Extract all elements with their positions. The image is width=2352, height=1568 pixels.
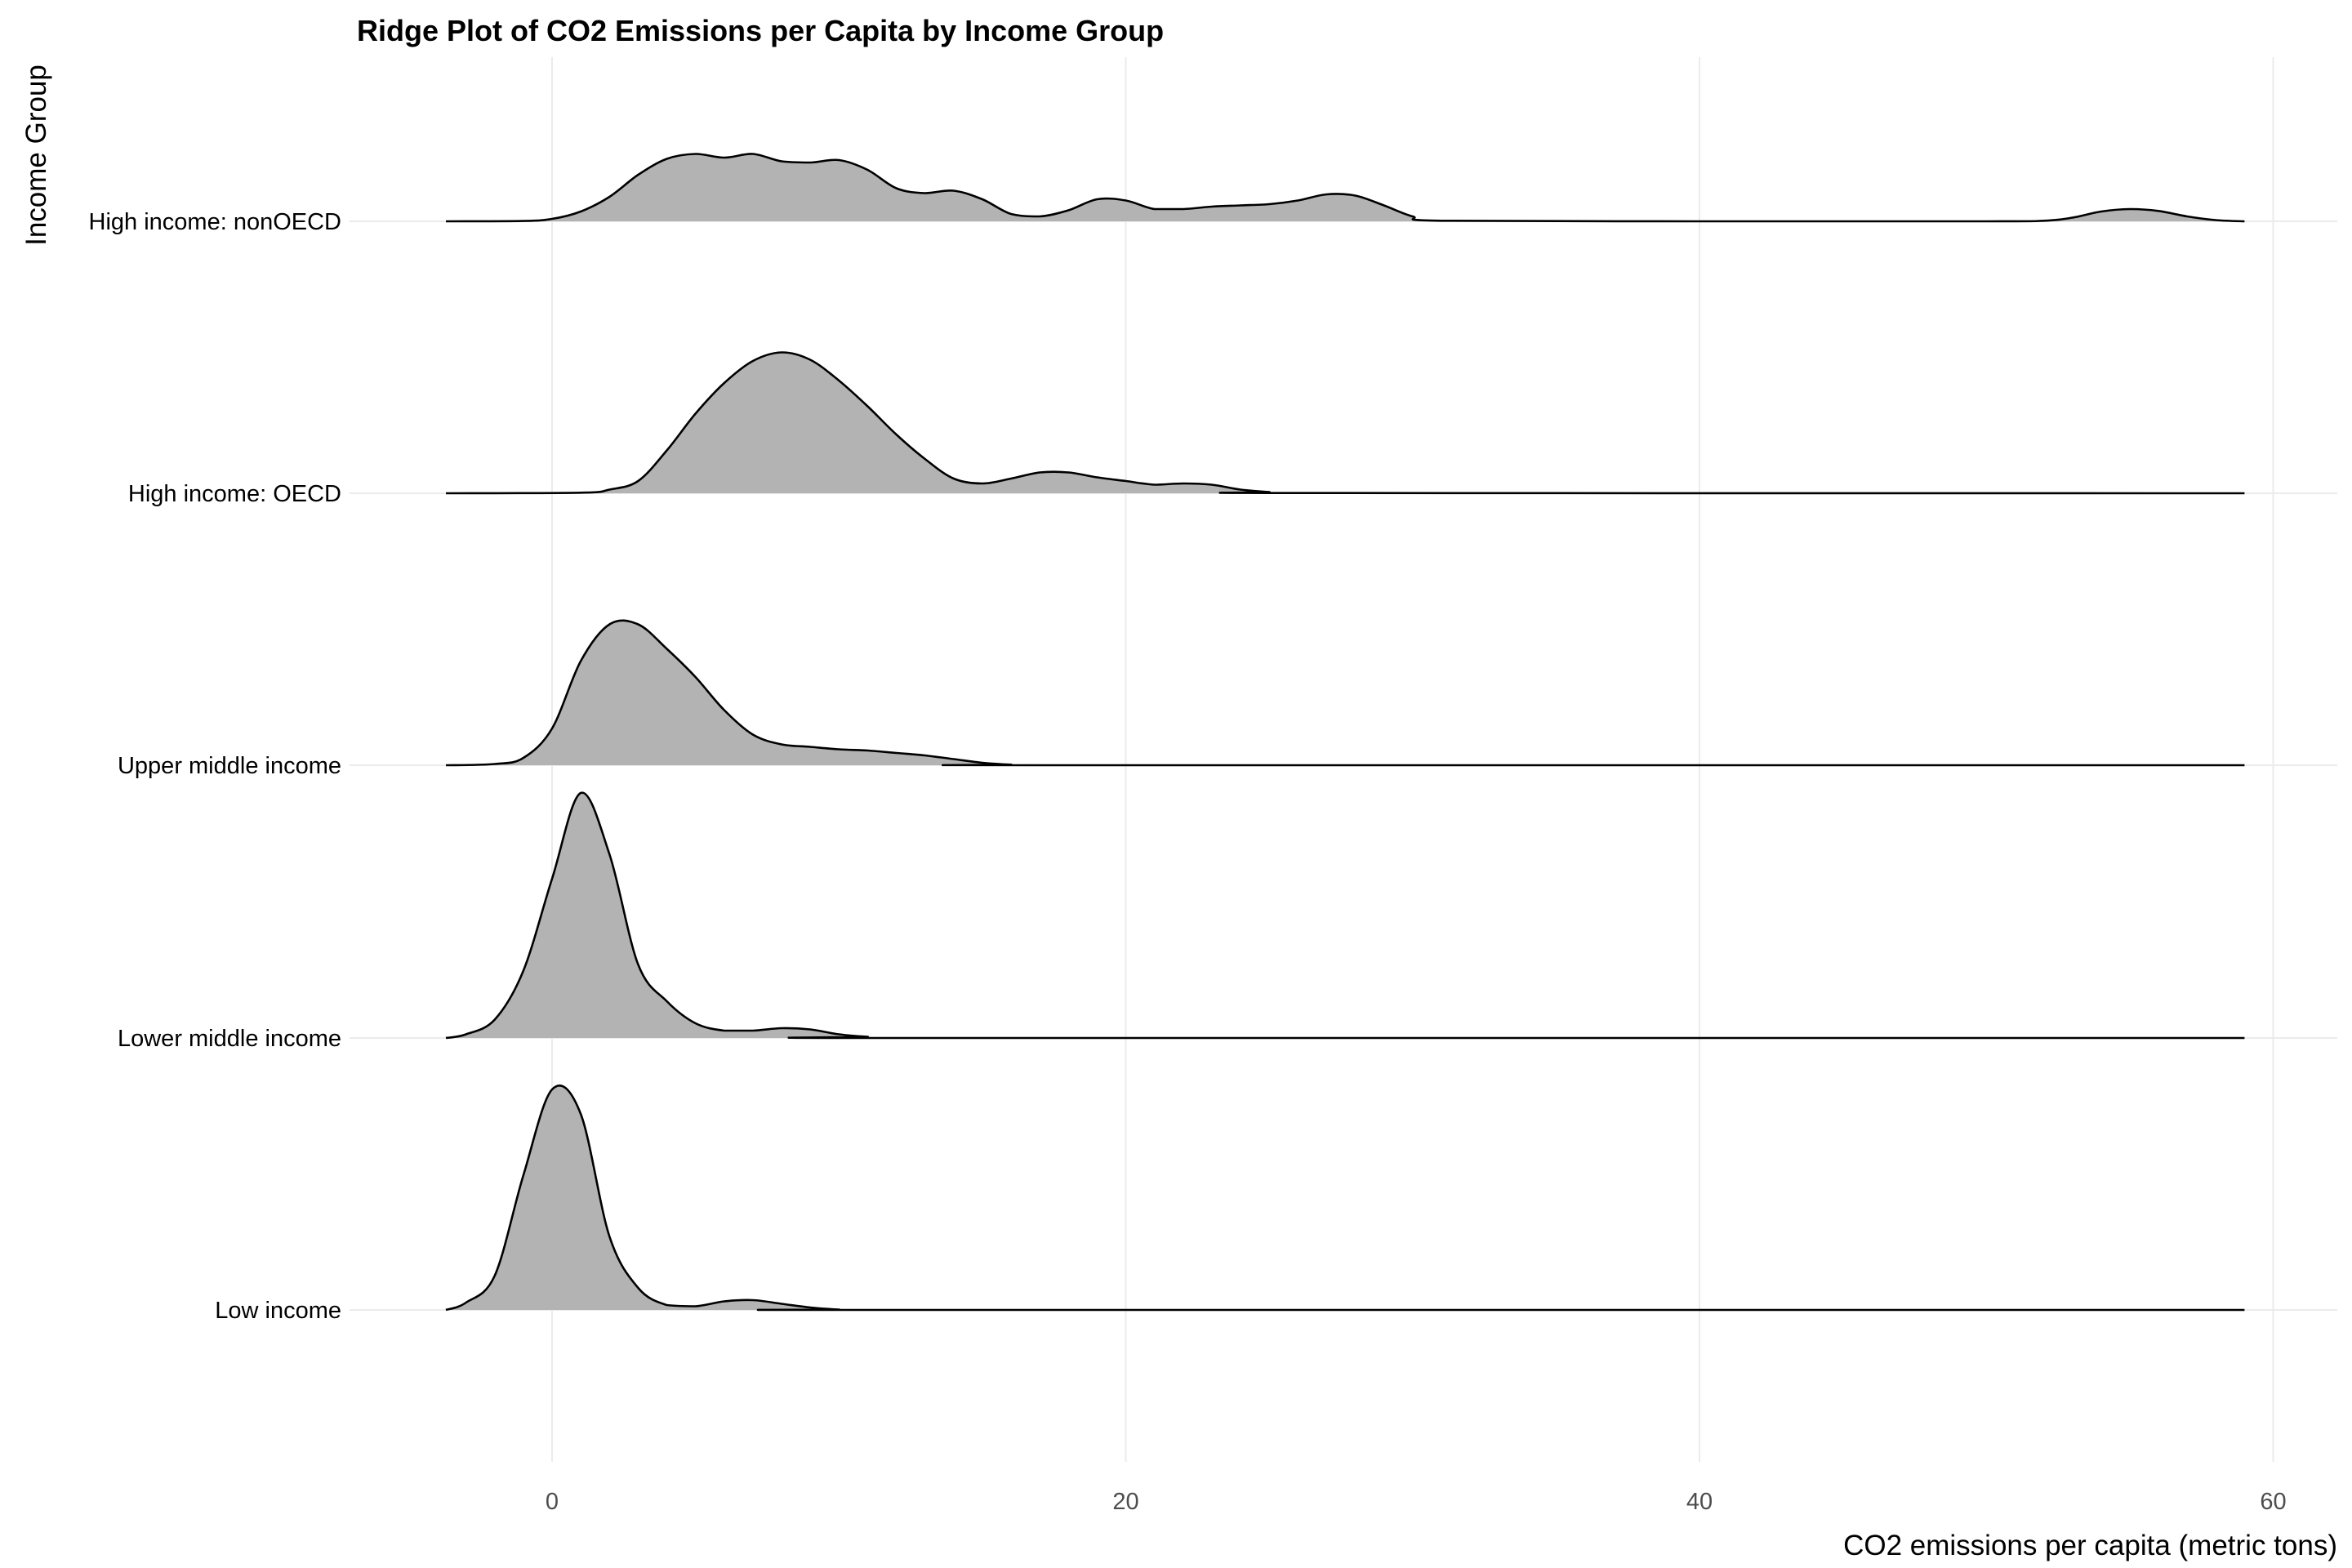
ridge-low-income	[445, 1084, 2245, 1312]
y-axis-title: Income Group	[20, 65, 52, 246]
ridge-area-high-income-oecd	[446, 352, 2245, 493]
labels: High income: nonOECD High income: OECD Upp…	[89, 209, 2287, 1515]
x-tick-label-3: 60	[2260, 1489, 2286, 1515]
ridges	[445, 153, 2245, 1312]
chart-title: Ridge Plot of CO2 Emissions per Capita b…	[357, 14, 1164, 47]
x-tick-label-1: 20	[1112, 1489, 1138, 1515]
ridge-outline-upper-middle-income	[445, 619, 2245, 767]
y-tick-label-high-income-oecd: High income: OECD	[128, 481, 341, 507]
ridge-area-lower-middle-income	[446, 792, 2245, 1038]
ridge-outline-high-income-nonoecd	[445, 153, 2245, 223]
ridge-area-low-income	[446, 1085, 2245, 1310]
y-tick-label-upper-middle-income: Upper middle income	[118, 753, 341, 779]
y-tick-label-high-income-nonoecd: High income: nonOECD	[89, 209, 341, 235]
y-tick-label-low-income: Low income	[215, 1298, 341, 1324]
ridge-upper-middle-income	[445, 619, 2245, 767]
ridge-high-income-nonoecd	[445, 153, 2245, 223]
ridge-high-income-oecd	[445, 351, 2245, 495]
ridge-area-high-income-nonoecd	[446, 154, 2245, 221]
ridge-outline-high-income-oecd	[445, 351, 2245, 495]
x-tick-label-2: 40	[1686, 1489, 1713, 1515]
ridge-outline-low-income	[445, 1084, 2245, 1312]
x-axis-title: CO2 emissions per capita (metric tons)	[1843, 1530, 2337, 1561]
x-tick-label-0: 0	[546, 1489, 559, 1515]
ridge-area-upper-middle-income	[446, 620, 2245, 765]
ridge-outline-lower-middle-income	[445, 791, 2245, 1040]
ridge-lower-middle-income	[445, 791, 2245, 1040]
y-tick-label-lower-middle-income: Lower middle income	[118, 1026, 341, 1052]
